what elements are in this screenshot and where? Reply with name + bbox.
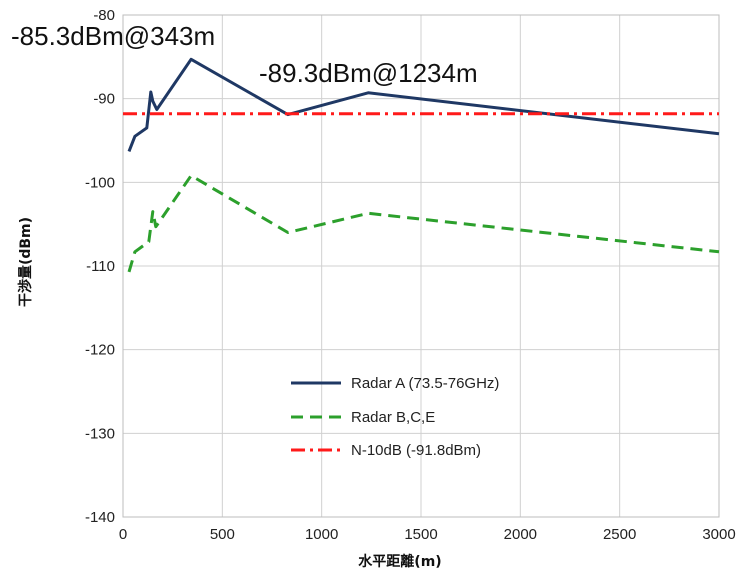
x-tick-label: 2000 (504, 526, 537, 543)
legend-label-noise-threshold: N-10dB (-91.8dBm) (351, 442, 481, 459)
x-tick-label: 1000 (305, 526, 338, 543)
legend: Radar A (73.5-76GHz) Radar B,C,E N-10dB … (291, 375, 499, 459)
x-tick-label: 500 (210, 526, 235, 543)
y-tick-label: -110 (86, 258, 115, 275)
y-axis-label: 干渉量(dBm) (17, 217, 34, 307)
y-tick-label: -90 (93, 91, 115, 108)
y-tick-label: -120 (85, 342, 115, 359)
x-tick-label: 2500 (603, 526, 636, 543)
x-axis-label: 水平距離(m) (358, 553, 441, 570)
plot-border (122, 14, 720, 518)
series-line-0 (127, 57, 720, 152)
x-tick-label: 1500 (404, 526, 437, 543)
series-layer (123, 57, 720, 273)
x-tick-label: 3000 (702, 526, 735, 543)
y-tick-label: -140 (85, 509, 115, 526)
legend-label-radar-bce: Radar B,C,E (351, 409, 435, 426)
y-tick-label: -100 (85, 174, 115, 191)
annotation-peak-2: -89.3dBm@1234m (259, 58, 478, 88)
x-tick-label: 0 (119, 526, 127, 543)
annotation-peak-1: -85.3dBm@343m (11, 21, 215, 51)
y-tick-label: -80 (93, 7, 115, 24)
tick-labels: 0 500 1000 1500 2000 2500 3000 -140 -130 -120 -110… (85, 7, 736, 543)
y-tick-label: -130 (85, 425, 115, 442)
plot-area (122, 14, 720, 518)
legend-label-radar-a: Radar A (73.5-76GHz) (351, 375, 499, 392)
series-line-1 (127, 174, 720, 273)
